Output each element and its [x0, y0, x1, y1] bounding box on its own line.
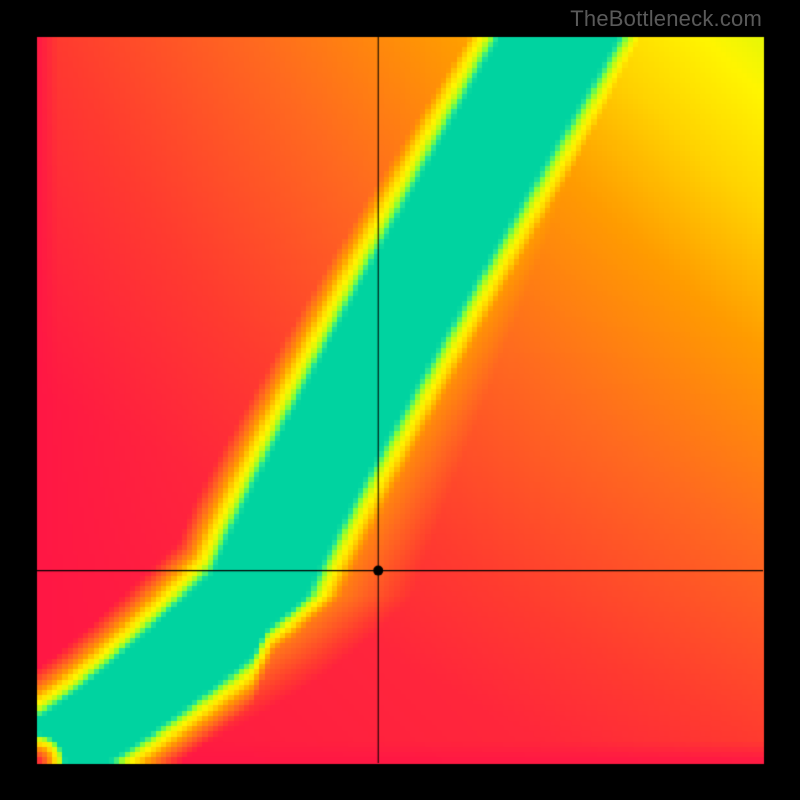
- bottleneck-heatmap: [0, 0, 800, 800]
